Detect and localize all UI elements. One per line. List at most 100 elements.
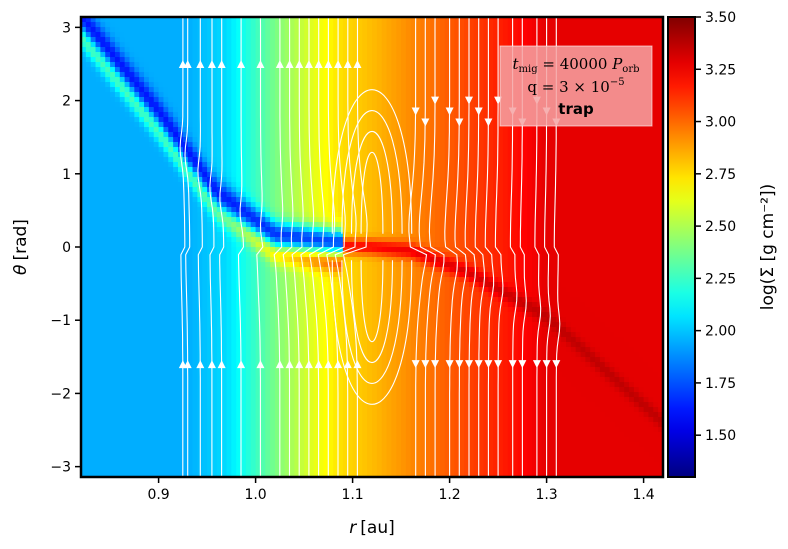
heatmap-cell	[114, 177, 121, 183]
heatmap-cell	[163, 112, 169, 118]
heatmap-cell	[158, 377, 165, 383]
heatmap-cell	[207, 327, 213, 333]
heatmap-cell	[241, 407, 247, 413]
heatmap-cell	[313, 137, 320, 143]
heatmap-cell	[304, 447, 310, 453]
heatmap-cell	[318, 427, 325, 433]
heatmap-cell	[333, 237, 339, 243]
heatmap-cell	[284, 137, 291, 143]
heatmap-cell	[250, 392, 257, 398]
heatmap-cell	[250, 152, 257, 158]
heatmap-cell	[202, 117, 208, 123]
heatmap-cell	[289, 127, 295, 133]
heatmap-cell	[318, 212, 325, 218]
heatmap-cell	[216, 157, 223, 163]
heatmap-cell	[260, 472, 266, 477]
heatmap-cell	[304, 217, 310, 223]
heatmap-cell	[323, 417, 329, 423]
heatmap-cell	[241, 447, 247, 453]
heatmap-cell	[153, 67, 160, 73]
heatmap-cell	[236, 392, 242, 398]
heatmap-cell	[231, 187, 237, 193]
heatmap-cell	[294, 272, 300, 278]
heatmap-cell	[328, 112, 334, 118]
heatmap-cell	[221, 47, 228, 53]
heatmap-cell	[168, 247, 174, 253]
heatmap-cell	[338, 197, 344, 203]
heatmap-cell	[110, 367, 116, 373]
heatmap-cell	[279, 22, 286, 28]
heatmap-cell	[323, 292, 329, 298]
heatmap-cell	[178, 357, 184, 363]
heatmap-cell	[289, 132, 295, 138]
heatmap-cell	[95, 237, 101, 243]
heatmap-cell	[260, 452, 266, 458]
heatmap-cell	[100, 37, 106, 43]
heatmap-cell	[231, 337, 237, 343]
heatmap-cell	[289, 42, 295, 48]
heatmap-cell	[100, 432, 106, 438]
heatmap-cell	[304, 427, 310, 433]
heatmap-cell	[153, 177, 160, 183]
heatmap-cell	[105, 222, 111, 228]
heatmap-cell	[173, 447, 179, 453]
heatmap-cell	[110, 142, 116, 148]
heatmap-cell	[275, 122, 281, 128]
heatmap-cell	[129, 387, 135, 393]
heatmap-cell	[95, 447, 101, 453]
heatmap-cell	[323, 382, 329, 388]
heatmap-cell	[304, 152, 310, 158]
heatmap-cell	[270, 332, 276, 338]
heatmap-cell	[129, 472, 135, 477]
heatmap-cell	[153, 417, 160, 423]
heatmap-cell	[173, 217, 179, 223]
heatmap-cell	[226, 37, 232, 43]
heatmap-cell	[158, 372, 165, 378]
heatmap-cell	[129, 222, 135, 228]
heatmap-cell	[182, 212, 189, 218]
heatmap-cell	[265, 222, 271, 228]
heatmap-cell	[95, 352, 101, 358]
heatmap-cell	[187, 442, 194, 448]
heatmap-cell	[308, 197, 315, 203]
heatmap-cell	[289, 292, 295, 298]
heatmap-cell	[211, 367, 218, 373]
heatmap-cell	[221, 207, 228, 213]
heatmap-cell	[90, 237, 97, 243]
heatmap-cell	[245, 362, 252, 368]
heatmap-cell	[313, 232, 320, 238]
heatmap-cell	[323, 72, 329, 78]
heatmap-cell	[187, 377, 194, 383]
heatmap-cell	[153, 52, 160, 58]
heatmap-cell	[134, 227, 140, 233]
heatmap-cell	[270, 297, 276, 303]
heatmap-cell	[270, 147, 276, 153]
heatmap-cell	[338, 112, 344, 118]
heatmap-cell	[231, 472, 237, 477]
heatmap-cell	[105, 97, 111, 103]
heatmap-cell	[318, 52, 325, 58]
heatmap-cell	[129, 127, 135, 133]
heatmap-cell	[245, 262, 252, 268]
heatmap-cell	[245, 422, 252, 428]
heatmap-cell	[85, 152, 92, 158]
heatmap-cell	[182, 337, 189, 343]
heatmap-cell	[265, 47, 271, 53]
heatmap-cell	[110, 52, 116, 58]
heatmap-cell	[192, 387, 198, 393]
heatmap-cell	[216, 407, 223, 413]
heatmap-cell	[255, 312, 262, 318]
heatmap-cell	[168, 382, 174, 388]
heatmap-cell	[134, 52, 140, 58]
heatmap-cell	[134, 397, 140, 403]
heatmap-cell	[279, 312, 286, 318]
heatmap-cell	[216, 347, 223, 353]
heatmap-cell	[100, 77, 106, 83]
heatmap-cell	[105, 337, 111, 343]
heatmap-cell	[144, 307, 150, 313]
heatmap-cell	[236, 107, 242, 113]
heatmap-cell	[192, 62, 198, 68]
heatmap-cell	[338, 162, 344, 168]
heatmap-cell	[216, 427, 223, 433]
heatmap-cell	[81, 302, 87, 308]
